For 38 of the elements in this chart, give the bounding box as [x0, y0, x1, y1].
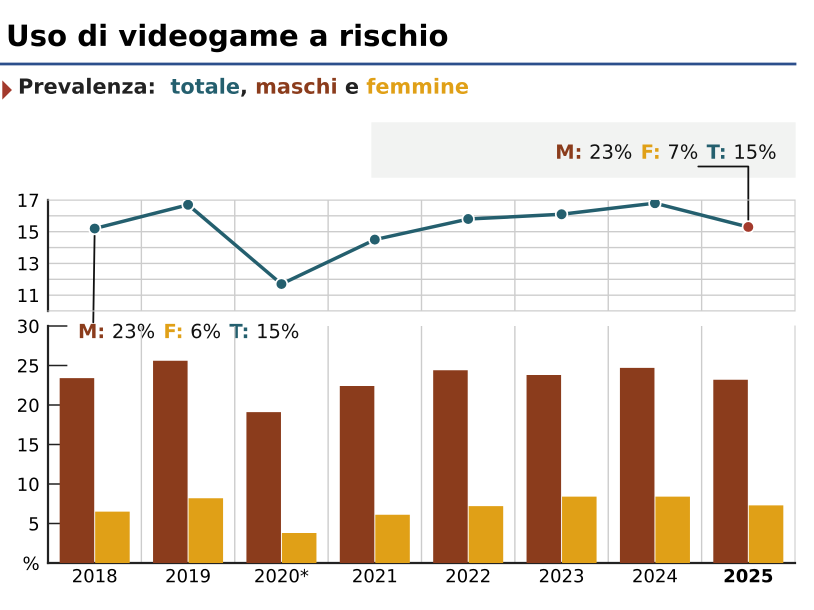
x-tick-label: 2019: [166, 568, 210, 583]
x-tick-label: 2025: [724, 568, 772, 583]
bar: [713, 380, 748, 563]
x-tick-label: 2023: [540, 568, 584, 583]
bar: [340, 386, 374, 563]
bar: [468, 506, 504, 563]
y-tick-label: 11: [18, 288, 38, 302]
chart-subtitle: Prevalenza: totale, maschi e femmine: [20, 78, 468, 97]
y-tick-label: 15: [18, 225, 38, 239]
bar: [526, 374, 562, 563]
bar: [375, 514, 410, 563]
y-tick-label: 15: [18, 438, 38, 452]
bar: [748, 505, 784, 563]
bar: [562, 496, 597, 563]
bar: [282, 532, 316, 563]
bar: [60, 378, 94, 563]
y-tick-label: 30: [18, 319, 38, 334]
y-tick-label: 10: [18, 477, 38, 492]
bar: [655, 496, 690, 563]
bar: [188, 498, 224, 563]
x-tick-label: 2022: [446, 568, 490, 583]
bar: [246, 412, 281, 563]
bar: [620, 368, 654, 563]
y-tick-label: %: [24, 556, 39, 570]
bar: [433, 370, 468, 563]
x-tick-label: 2018: [73, 568, 116, 583]
text: M: 23% F: 7% T: 15%: [557, 144, 776, 159]
y-tick-label: 5: [30, 517, 38, 531]
y-tick-label: 13: [18, 256, 38, 271]
y-tick-label: 20: [18, 398, 38, 412]
bar: [153, 360, 188, 563]
y-tick-label: 25: [18, 358, 38, 373]
x-tick-label: 2021: [353, 568, 396, 583]
chart-title: Uso di videogame a rischio: [8, 24, 448, 52]
bar: [95, 512, 130, 563]
x-tick-label: 2020*: [255, 568, 308, 583]
x-tick-label: 2024: [633, 568, 677, 583]
y-tick-label: 17: [18, 194, 38, 207]
